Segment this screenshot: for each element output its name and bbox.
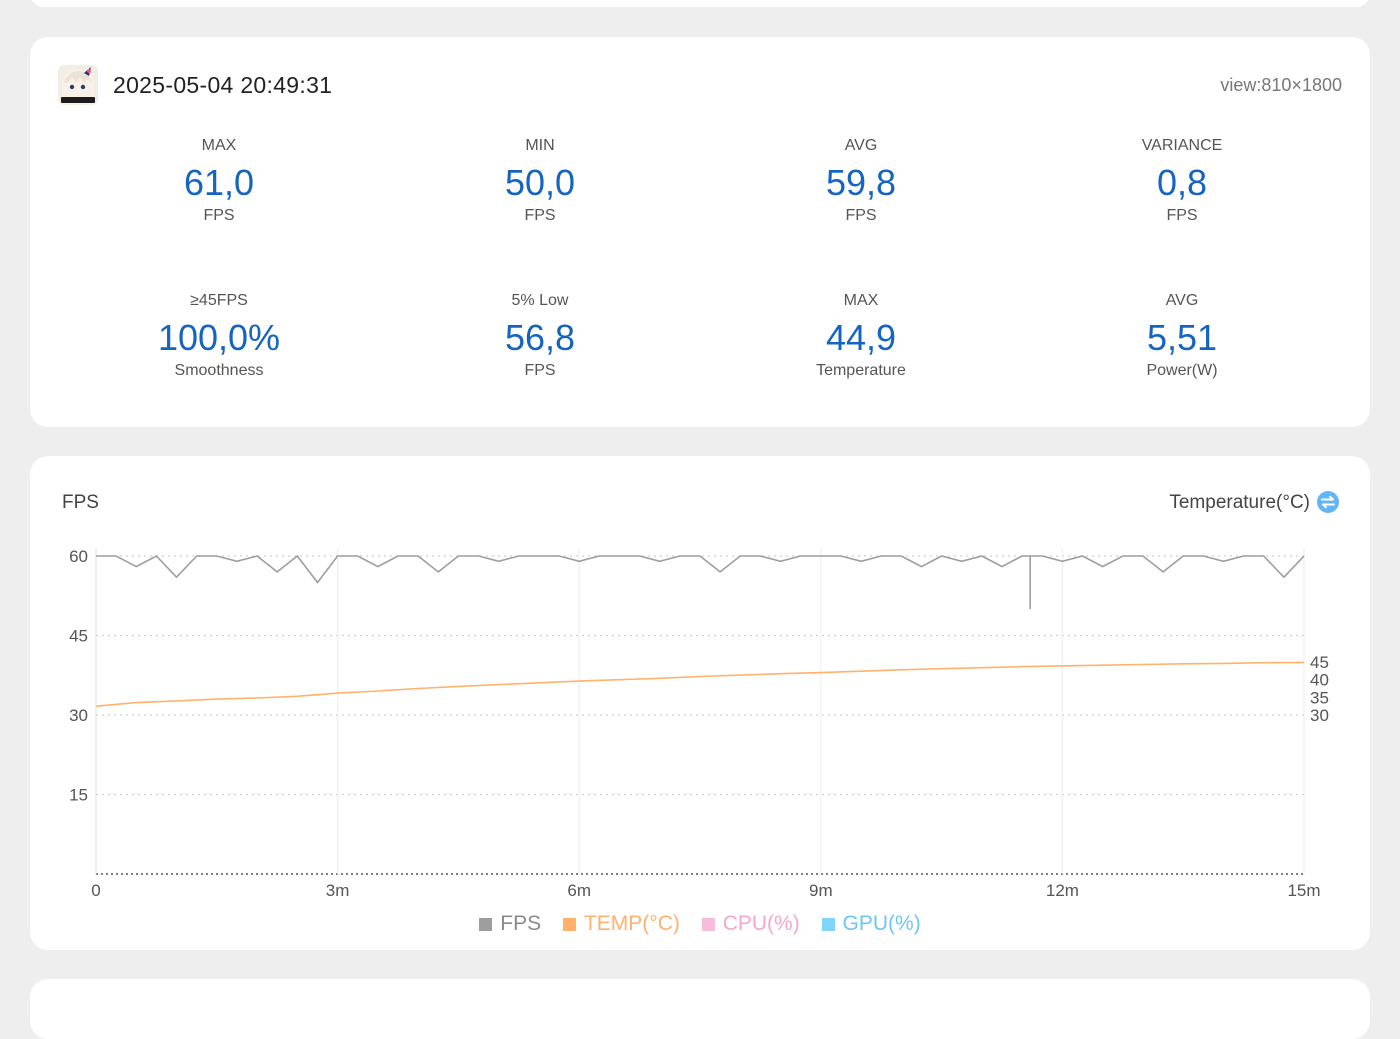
- legend-label: GPU(%): [842, 912, 921, 935]
- legend-swatch: [701, 917, 715, 931]
- stat-value: 5,51: [1146, 317, 1218, 358]
- stat-unit: Power(W): [1146, 362, 1218, 379]
- series-line-tempc: [95, 661, 1305, 707]
- y-tick-label-right: 35: [1310, 688, 1329, 707]
- x-tick-label: 6m: [567, 881, 591, 900]
- stat-value: 56,8: [504, 317, 576, 358]
- legend-swatch: [562, 917, 576, 931]
- y-tick-label-right: 40: [1310, 671, 1329, 690]
- stat-avg-fps: AVG 59,8 FPS: [741, 137, 981, 225]
- legend-item-temp[interactable]: TEMP(°C): [562, 912, 680, 936]
- stat-label: MIN: [525, 137, 555, 154]
- legend-item-gpu[interactable]: GPU(%): [821, 912, 921, 936]
- stat-value: 44,9: [825, 317, 897, 358]
- x-tick-label: 12m: [1046, 881, 1079, 900]
- stat-value: 100,0%: [157, 317, 281, 358]
- y-tick-label-left: 45: [69, 627, 88, 646]
- stat-max-temperature: MAX 44,9 Temperature: [741, 292, 981, 380]
- stat-label: AVG: [844, 137, 878, 154]
- x-tick-label: 15m: [1287, 881, 1320, 900]
- stat-label: MAX: [843, 292, 879, 309]
- x-tick-label: 3m: [326, 881, 350, 900]
- left-axis-title: FPS: [62, 492, 99, 513]
- stat-value: 59,8: [825, 162, 897, 203]
- stat-unit: FPS: [845, 207, 877, 224]
- stat-value: 61,0: [183, 162, 255, 203]
- legend-swatch: [479, 917, 493, 931]
- stat-label: MAX: [201, 137, 237, 154]
- x-tick-label: 9m: [809, 881, 833, 900]
- stat-value: 50,0: [504, 162, 576, 203]
- stat-label: AVG: [1165, 292, 1199, 309]
- stat-label: VARIANCE: [1141, 137, 1223, 154]
- stat-min-fps: MIN 50,0 FPS: [420, 137, 660, 225]
- stat-value: 0,8: [1156, 162, 1208, 203]
- stat-avg-power: AVG 5,51 Power(W): [1062, 292, 1302, 380]
- stat-unit: FPS: [524, 207, 556, 224]
- y-tick-label-right: 30: [1310, 706, 1329, 725]
- series-line-fps: [96, 554, 1305, 584]
- session-header: 2025-05-04 20:49:31: [58, 65, 332, 105]
- session-summary-card[interactable]: 2025-05-04 20:49:31 view:810×1800 MAX 61…: [30, 37, 1370, 427]
- stat-unit: FPS: [524, 362, 556, 379]
- stat-unit: Smoothness: [174, 362, 264, 379]
- y-tick-label-left: 15: [69, 786, 88, 805]
- next-card: [30, 979, 1370, 1039]
- stat-max-fps: MAX 61,0 FPS: [99, 137, 339, 225]
- legend-item-fps[interactable]: FPS: [479, 912, 541, 936]
- stat-unit: FPS: [203, 207, 235, 224]
- y-tick-label-left: 30: [69, 706, 88, 725]
- y-tick-label-right: 45: [1310, 653, 1329, 672]
- legend-label: TEMP(°C): [583, 912, 680, 935]
- stat-unit: Temperature: [816, 362, 906, 379]
- chart-legend: FPS TEMP(°C) CPU(%) GPU(%): [30, 912, 1370, 937]
- stat-label: ≥45FPS: [190, 292, 248, 309]
- legend-item-cpu[interactable]: CPU(%): [701, 912, 800, 936]
- stat-5pct-low: 5% Low 56,8 FPS: [420, 292, 660, 380]
- x-tick-label: 0: [91, 881, 100, 900]
- legend-label: FPS: [500, 912, 542, 935]
- legend-label: CPU(%): [722, 912, 800, 935]
- performance-chart-card[interactable]: 60 45 30 15 0 3m 6m 9m 12m 15m 45 40 35 30 FPS Temper…: [30, 456, 1370, 950]
- legend-swatch: [821, 917, 835, 931]
- stat-smoothness: ≥45FPS 100,0% Smoothness: [99, 292, 339, 380]
- previous-card: [30, 0, 1370, 7]
- game-avatar-icon: [58, 65, 98, 105]
- view-resolution: view:810×1800: [1220, 75, 1342, 95]
- stat-unit: FPS: [1166, 207, 1198, 224]
- right-axis-title: Temperature(°C): [1169, 492, 1310, 513]
- stat-variance: VARIANCE 0,8 FPS: [1062, 137, 1302, 225]
- session-datetime: 2025-05-04 20:49:31: [113, 71, 333, 98]
- swap-axis-icon[interactable]: [1317, 491, 1339, 513]
- stat-label: 5% Low: [511, 292, 569, 309]
- y-tick-label-left: 60: [69, 547, 88, 566]
